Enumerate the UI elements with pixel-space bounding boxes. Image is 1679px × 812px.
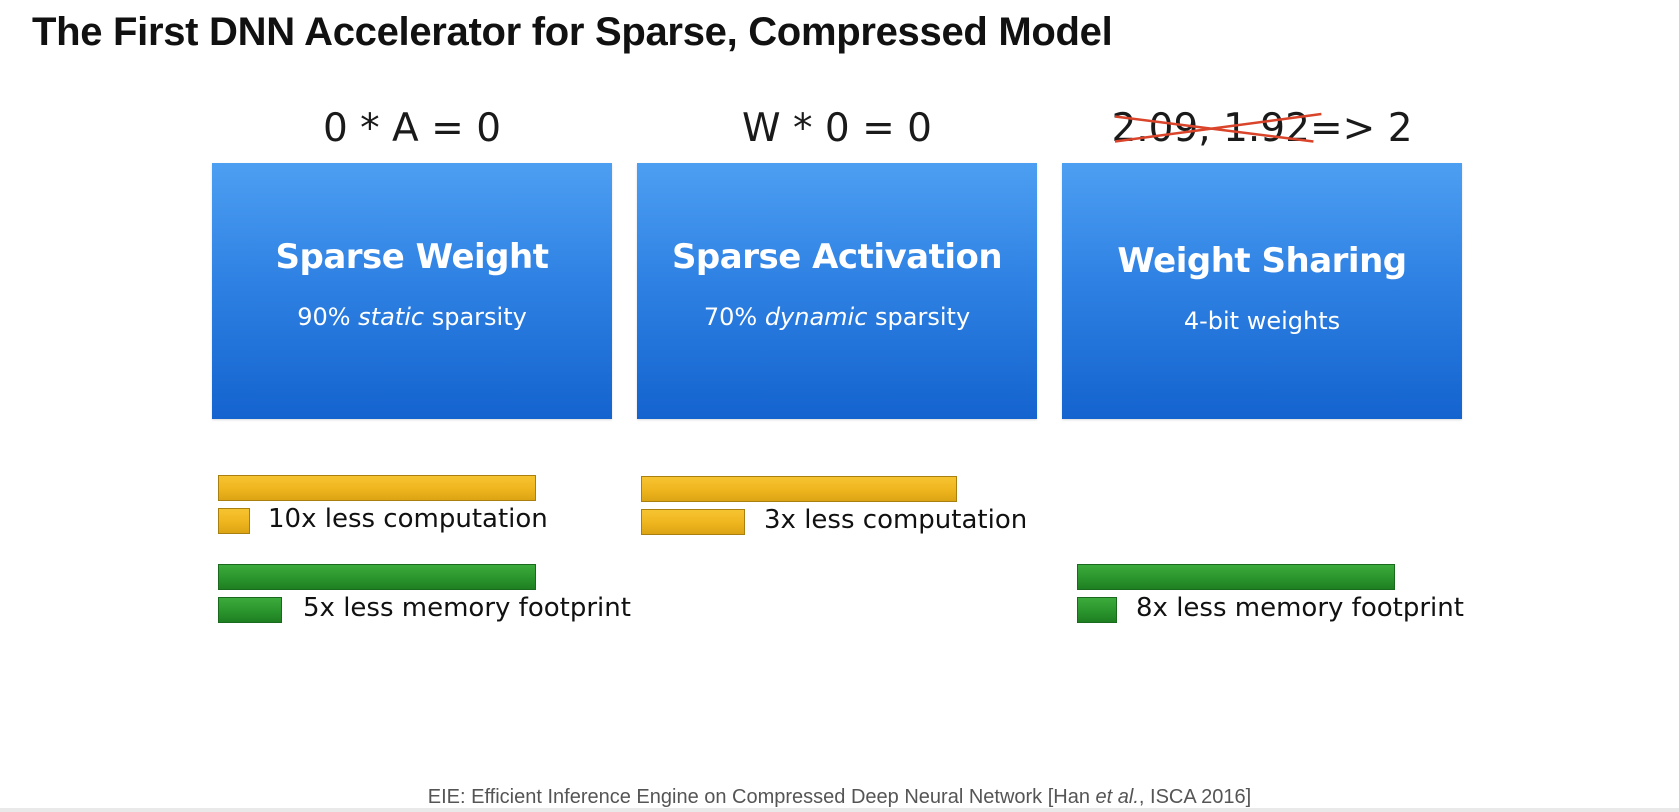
activation-computation-label: 3x less computation: [764, 505, 1028, 535]
memory-reduction-label: 5x less memory footprint: [303, 593, 631, 623]
struck-values: 2.09, 1.92: [1111, 104, 1309, 154]
formula-zero-times-a: 0 * A = 0: [322, 106, 502, 151]
bottom-divider: [0, 808, 1679, 812]
sparse-activation-box: Sparse Activation 70% dynamic sparsity: [637, 163, 1037, 419]
strike-marks-icon: [1111, 104, 1309, 154]
sharing-memory-baseline-bar: [1077, 564, 1395, 590]
computation-baseline-bar: [218, 475, 536, 501]
memory-baseline-bar: [218, 564, 536, 590]
sparse-weight-box: Sparse Weight 90% static sparsity: [212, 163, 612, 419]
activation-computation-reduced-bar: [641, 509, 745, 535]
computation-reduction-label: 10x less computation: [268, 504, 548, 534]
slide-title: The First DNN Accelerator for Sparse, Co…: [32, 10, 1113, 54]
activation-computation-baseline-bar: [641, 476, 957, 502]
weight-sharing-box: Weight Sharing 4-bit weights: [1062, 163, 1462, 419]
memory-reduced-bar: [218, 597, 282, 623]
citation: EIE: Efficient Inference Engine on Compr…: [427, 786, 1252, 808]
sparse-activation-subtitle: 70% dynamic sparsity: [703, 303, 971, 331]
rounded-value: => 2: [1309, 106, 1413, 151]
sparse-weight-heading: Sparse Weight: [275, 237, 549, 277]
sharing-memory-label: 8x less memory footprint: [1136, 593, 1464, 623]
sparse-activation-heading: Sparse Activation: [671, 237, 1003, 277]
formula-w-times-zero: W * 0 = 0: [742, 106, 932, 151]
sharing-memory-reduced-bar: [1077, 597, 1117, 623]
formula-weight-sharing: 2.09, 1.92 => 2: [1062, 104, 1462, 154]
weight-sharing-subtitle: 4-bit weights: [1183, 307, 1341, 335]
computation-reduced-bar: [218, 508, 250, 534]
weight-sharing-heading: Weight Sharing: [1117, 241, 1407, 281]
sparse-weight-subtitle: 90% static sparsity: [297, 303, 527, 331]
